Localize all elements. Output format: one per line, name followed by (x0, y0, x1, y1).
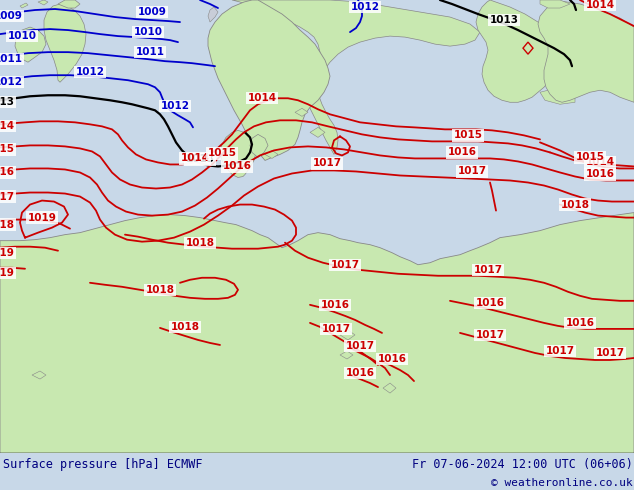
Text: 1010: 1010 (8, 31, 37, 41)
Text: 1011: 1011 (136, 47, 164, 57)
Text: 1010: 1010 (134, 27, 162, 37)
Polygon shape (208, 0, 330, 160)
Text: 1018: 1018 (0, 220, 15, 230)
Text: 1017: 1017 (330, 260, 359, 270)
Text: 1016: 1016 (566, 318, 595, 328)
Text: 1012: 1012 (75, 67, 105, 77)
Text: 1009: 1009 (138, 7, 167, 17)
Polygon shape (20, 3, 28, 8)
Text: 1017: 1017 (346, 341, 375, 351)
Polygon shape (310, 127, 325, 137)
Text: 1015: 1015 (576, 152, 604, 162)
Polygon shape (220, 130, 256, 177)
Text: 1014: 1014 (247, 93, 276, 103)
Text: 1014: 1014 (585, 157, 614, 168)
Text: 1019: 1019 (27, 213, 56, 222)
Text: 1017: 1017 (595, 348, 624, 358)
Polygon shape (58, 0, 80, 8)
Text: 1016: 1016 (476, 298, 505, 308)
Polygon shape (232, 0, 480, 154)
Text: 1018: 1018 (171, 322, 200, 332)
Text: 1015: 1015 (207, 148, 236, 158)
Text: 1016: 1016 (0, 168, 15, 177)
Text: 1018: 1018 (145, 285, 174, 295)
Polygon shape (540, 0, 570, 8)
Text: 1017: 1017 (321, 324, 351, 334)
Polygon shape (32, 371, 46, 379)
Text: 1016: 1016 (346, 368, 375, 378)
Text: 1014: 1014 (585, 0, 614, 10)
Polygon shape (538, 0, 634, 102)
Text: 1017: 1017 (474, 265, 503, 275)
Text: Fr 07-06-2024 12:00 UTC (06+06): Fr 07-06-2024 12:00 UTC (06+06) (412, 458, 633, 471)
Text: 1014: 1014 (0, 122, 15, 131)
Text: 1015: 1015 (0, 145, 15, 154)
Text: 1017: 1017 (476, 330, 505, 340)
Text: 1016: 1016 (321, 300, 349, 310)
Text: 1015: 1015 (453, 130, 482, 140)
Text: 1016: 1016 (377, 354, 406, 364)
Text: 1013: 1013 (0, 98, 15, 107)
Text: 1016: 1016 (586, 170, 614, 179)
Polygon shape (250, 134, 268, 157)
Text: 1017: 1017 (313, 158, 342, 169)
Text: 1012: 1012 (160, 101, 190, 111)
Polygon shape (38, 0, 48, 5)
Polygon shape (208, 7, 218, 22)
Text: 1018: 1018 (186, 238, 214, 247)
Text: 1019: 1019 (0, 248, 15, 258)
Text: © weatheronline.co.uk: © weatheronline.co.uk (491, 478, 633, 488)
Text: 1019: 1019 (0, 268, 15, 278)
Text: 1017: 1017 (545, 346, 574, 356)
Text: 1013: 1013 (489, 15, 519, 25)
Text: 1014: 1014 (181, 153, 210, 164)
Text: 1009: 1009 (0, 11, 22, 21)
Polygon shape (476, 0, 560, 102)
Polygon shape (295, 108, 308, 116)
Polygon shape (15, 27, 46, 62)
Text: 1012: 1012 (351, 2, 380, 12)
Text: 1017: 1017 (458, 167, 486, 176)
Text: 1018: 1018 (560, 199, 590, 210)
Text: 1011: 1011 (0, 54, 22, 64)
Polygon shape (0, 213, 634, 453)
Text: 1012: 1012 (0, 77, 22, 87)
Polygon shape (340, 330, 355, 340)
Text: 1016: 1016 (223, 162, 252, 172)
Text: Surface pressure [hPa] ECMWF: Surface pressure [hPa] ECMWF (3, 458, 203, 471)
Polygon shape (340, 351, 353, 359)
Polygon shape (44, 4, 86, 82)
Text: 1017: 1017 (0, 192, 15, 201)
Polygon shape (540, 87, 575, 104)
Text: 1013: 1013 (186, 154, 214, 165)
Polygon shape (383, 383, 396, 393)
Polygon shape (265, 150, 278, 158)
Text: 1016: 1016 (448, 147, 477, 157)
